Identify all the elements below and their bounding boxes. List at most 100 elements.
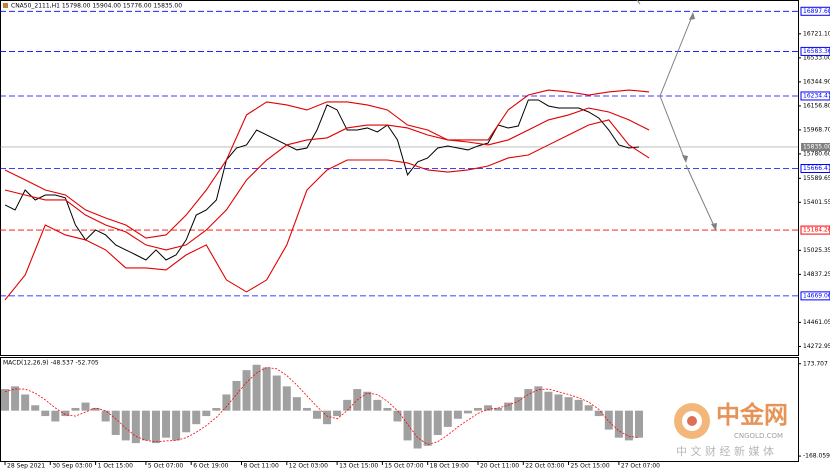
level-label-box — [800, 291, 830, 301]
macd-bar — [41, 410, 50, 417]
y-tick-label: 16533.00 — [803, 54, 830, 61]
level-label: 15184.26 — [803, 227, 830, 234]
macd-bar — [343, 399, 352, 411]
macd-bar — [292, 397, 301, 411]
watermark-slogan: 中 文 财 经 新 媒 体 — [676, 444, 774, 458]
y-tick-label: 15780.60 — [803, 150, 830, 157]
macd-bar — [443, 410, 452, 427]
arrow-head — [711, 223, 717, 231]
y-tick-label: -168.059 — [803, 453, 830, 460]
x-tick-label: 25 Oct 15:00 — [571, 463, 610, 470]
y-tick-label: 16156.80 — [803, 102, 830, 109]
y-tick-label: 15968.70 — [803, 126, 830, 133]
macd-bar — [71, 407, 80, 411]
level-label: 16234.47 — [803, 92, 830, 99]
signal-line — [4, 367, 640, 445]
macd-panel-frame — [0, 357, 799, 462]
price-line — [4, 99, 640, 261]
macd-bar — [413, 410, 422, 449]
macd-bar — [594, 410, 603, 417]
macd-bar — [584, 405, 593, 411]
macd-bar — [473, 407, 482, 411]
macd-bar — [494, 407, 503, 411]
macd-bar — [393, 410, 402, 422]
y-tick-label: 16344.90 — [803, 78, 830, 85]
macd-bar — [504, 402, 513, 411]
arrow-head — [689, 12, 695, 20]
macd-bar — [514, 397, 523, 411]
macd-bar — [363, 391, 372, 411]
y-tick-label: 14272.95 — [803, 343, 830, 350]
macd-bar — [101, 410, 110, 422]
x-tick-label: 18 Oct 19:00 — [430, 463, 469, 470]
macd-layer: 173.707 -168.059 — [1, 360, 830, 460]
macd-bar — [172, 410, 181, 441]
x-tick-label: 6 Oct 19:00 — [193, 463, 228, 470]
macd-bar — [624, 410, 633, 441]
decoration — [636, 0, 641, 5]
macd-bar — [21, 394, 30, 411]
watermark-site: CNGOLD.COM — [734, 432, 783, 440]
macd-bar — [564, 397, 573, 411]
y-tick-label: 173.707 — [803, 360, 828, 367]
level-label: 16897.60 — [803, 8, 830, 15]
macd-bar — [323, 410, 332, 425]
x-tick-label: 15 Oct 07:00 — [384, 463, 423, 470]
macd-bar — [604, 410, 613, 430]
macd-bar — [534, 386, 543, 411]
macd-bar — [373, 399, 382, 411]
x-tick-label: 20 Oct 11:00 — [480, 463, 519, 470]
level-label-box — [800, 164, 830, 174]
x-tick-label: 28 Sep 2021 — [7, 463, 45, 470]
macd-bar — [383, 407, 392, 411]
macd-bar — [1, 389, 10, 411]
x-tick-label: 13 Oct 15:00 — [339, 463, 378, 470]
x-tick-label: 30 Sep 03:00 — [52, 463, 92, 470]
y-tick-label: 15401.55 — [803, 199, 830, 206]
band-line — [4, 89, 650, 239]
chart-title: CNA50_2111,H1 15798.00 15904.00 15776.00… — [11, 3, 182, 10]
macd-bar — [11, 386, 20, 411]
forecast-arrow — [685, 164, 716, 229]
macd-bar — [151, 410, 160, 444]
macd-bar — [131, 410, 140, 444]
macd-bar — [31, 405, 40, 411]
x-tick-label: 1 Oct 15:00 — [98, 463, 133, 470]
macd-bar — [544, 391, 553, 411]
forecast-arrow — [659, 95, 686, 161]
macd-bar — [312, 410, 321, 419]
forecast-arrow — [659, 13, 694, 97]
x-tick-label: 8 Oct 11:00 — [244, 463, 279, 470]
macd-bar — [51, 410, 60, 422]
macd-bar — [302, 407, 311, 411]
y-tick-label: 14461.05 — [803, 319, 830, 326]
macd-bar — [403, 410, 412, 441]
macd-bar — [162, 410, 171, 438]
macd-title: MACD(12,26,9) -48.537 -52.705 — [3, 360, 99, 367]
last-price-box — [801, 142, 830, 151]
macd-bar — [453, 410, 462, 419]
x-tick-label: 5 Oct 07:00 — [148, 463, 183, 470]
macd-bar — [192, 410, 201, 425]
x-tick-label: 27 Oct 07:00 — [621, 463, 660, 470]
macd-bar — [212, 407, 221, 411]
macd-bar — [222, 394, 231, 411]
logo-core — [687, 416, 697, 426]
level-label: 16583.36 — [803, 48, 830, 55]
macd-bar — [61, 410, 70, 417]
level-label-box — [800, 225, 830, 235]
macd-bar — [202, 410, 211, 417]
macd-bar — [141, 410, 150, 441]
macd-bar — [182, 410, 191, 433]
macd-bar — [635, 410, 644, 438]
watermark: 中金网 CNGOLD.COM 中 文 财 经 新 媒 体 — [674, 401, 788, 458]
level-label-box — [800, 91, 830, 101]
level-label: 15666.41 — [803, 165, 830, 172]
macd-bar — [262, 367, 271, 411]
arrow-head — [682, 155, 688, 163]
y-tick-label: 16721.10 — [803, 30, 830, 37]
price-layer: 16721.10 16533.00 16344.90 16156.80 15968.70… — [0, 6, 830, 350]
y-tick-label: 14837.25 — [803, 271, 830, 278]
